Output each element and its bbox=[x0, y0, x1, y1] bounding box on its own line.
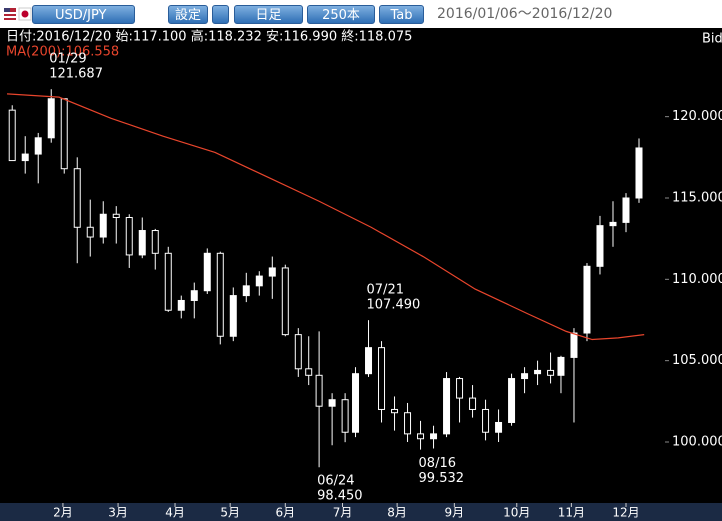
settings-button[interactable]: 設定 bbox=[168, 5, 208, 24]
candle-body bbox=[8, 109, 16, 162]
candle-body bbox=[583, 265, 591, 334]
candle-body bbox=[378, 347, 386, 410]
candle-body bbox=[242, 285, 250, 297]
x-tick-label: 8月 bbox=[387, 506, 407, 520]
candle-body bbox=[268, 267, 276, 277]
candle-body bbox=[112, 213, 120, 219]
candle-body bbox=[482, 408, 490, 433]
candle-body bbox=[229, 295, 237, 337]
candle-body bbox=[294, 334, 302, 370]
candle-body bbox=[469, 397, 477, 410]
count-select[interactable]: 250本 bbox=[307, 5, 375, 24]
candle-body bbox=[547, 369, 555, 376]
candle-body bbox=[203, 252, 211, 292]
candle-body bbox=[495, 421, 503, 433]
x-tick-label: 3月 bbox=[108, 506, 128, 520]
candle-body bbox=[622, 197, 630, 223]
candle-body bbox=[508, 378, 516, 423]
candle-body bbox=[352, 373, 360, 433]
candle-body bbox=[47, 98, 55, 139]
x-tick-label: 9月 bbox=[445, 506, 465, 520]
annotation-date: 06/24 bbox=[317, 474, 354, 489]
annotation-price: 99.532 bbox=[419, 471, 465, 486]
candle-body bbox=[125, 217, 133, 256]
candle-body bbox=[417, 433, 425, 440]
candle-body bbox=[281, 267, 289, 336]
candle-body bbox=[557, 356, 565, 376]
x-axis-strip bbox=[0, 503, 722, 521]
date-range: 2016/01/06～2016/12/20 bbox=[437, 6, 613, 22]
x-tick-label: 10月 bbox=[503, 506, 530, 520]
candle-body bbox=[138, 230, 146, 256]
x-tick-label: 11月 bbox=[558, 506, 585, 520]
candle-body bbox=[216, 252, 224, 337]
pair-select[interactable]: USD/JPY bbox=[32, 5, 135, 24]
x-tick-label: 12月 bbox=[612, 506, 639, 520]
x-tick-label: 2月 bbox=[53, 506, 73, 520]
y-tick-label: 105.000 bbox=[672, 353, 722, 368]
candle-body bbox=[60, 98, 68, 170]
ma-line bbox=[6, 93, 645, 341]
annotation-date: 08/16 bbox=[419, 456, 456, 471]
candle-body bbox=[164, 252, 172, 311]
x-tick-label: 7月 bbox=[333, 506, 353, 520]
info-line: 日付:2016/12/20 始:117.100 高:118.232 安:116.… bbox=[6, 29, 412, 45]
annotation-date: 01/29 bbox=[49, 52, 86, 67]
candle-body bbox=[521, 373, 529, 380]
candle-body bbox=[534, 369, 542, 375]
y-tick-label: 120.000 bbox=[672, 109, 722, 124]
candle-body bbox=[404, 412, 412, 435]
ma-label: MA(200):106.558 bbox=[6, 45, 119, 60]
period-select[interactable]: 日足 bbox=[234, 5, 303, 24]
annotation-price: 107.490 bbox=[367, 298, 421, 313]
candle-body bbox=[635, 147, 643, 199]
annotation-price: 98.450 bbox=[317, 489, 363, 504]
chart: 日付:2016/12/20 始:117.100 高:118.232 安:116.… bbox=[0, 28, 722, 521]
candle-body bbox=[391, 408, 399, 414]
y-tick-label: 115.000 bbox=[672, 190, 722, 205]
candle-body bbox=[177, 299, 185, 311]
toolbar: USD/JPY 設定 日足 250本 Tab 2016/01/06～2016/1… bbox=[0, 0, 722, 28]
toggle-button[interactable] bbox=[212, 5, 229, 24]
x-tick-label: 4月 bbox=[165, 506, 185, 520]
candle-body bbox=[86, 226, 94, 238]
candle-body bbox=[443, 378, 451, 435]
x-tick-label: 6月 bbox=[275, 506, 295, 520]
candle-body bbox=[99, 213, 107, 238]
candle-body bbox=[255, 275, 263, 287]
y-tick-label: 110.000 bbox=[672, 272, 722, 287]
annotation-price: 121.687 bbox=[49, 67, 103, 82]
annotation-date: 07/21 bbox=[367, 283, 404, 298]
candle-body bbox=[73, 168, 81, 228]
candle-body bbox=[341, 399, 349, 433]
candle-body bbox=[305, 368, 313, 376]
candle-body bbox=[570, 332, 578, 358]
candle-body bbox=[21, 153, 29, 162]
candle-body bbox=[456, 378, 464, 399]
candle-body bbox=[315, 374, 323, 407]
flags bbox=[4, 7, 32, 21]
candle-body bbox=[190, 290, 198, 301]
y-tick-label: 100.000 bbox=[672, 434, 722, 449]
candle-body bbox=[609, 221, 617, 227]
candle-body bbox=[34, 137, 42, 155]
x-tick-label: 5月 bbox=[220, 506, 240, 520]
candle-body bbox=[151, 230, 159, 254]
candle-body bbox=[596, 225, 604, 267]
candle-body bbox=[365, 347, 373, 375]
side-label: Bid bbox=[702, 32, 722, 47]
candle-body bbox=[430, 433, 438, 440]
candle-body bbox=[328, 399, 336, 407]
tab-button[interactable]: Tab bbox=[379, 5, 424, 24]
chart-bg bbox=[0, 28, 722, 503]
